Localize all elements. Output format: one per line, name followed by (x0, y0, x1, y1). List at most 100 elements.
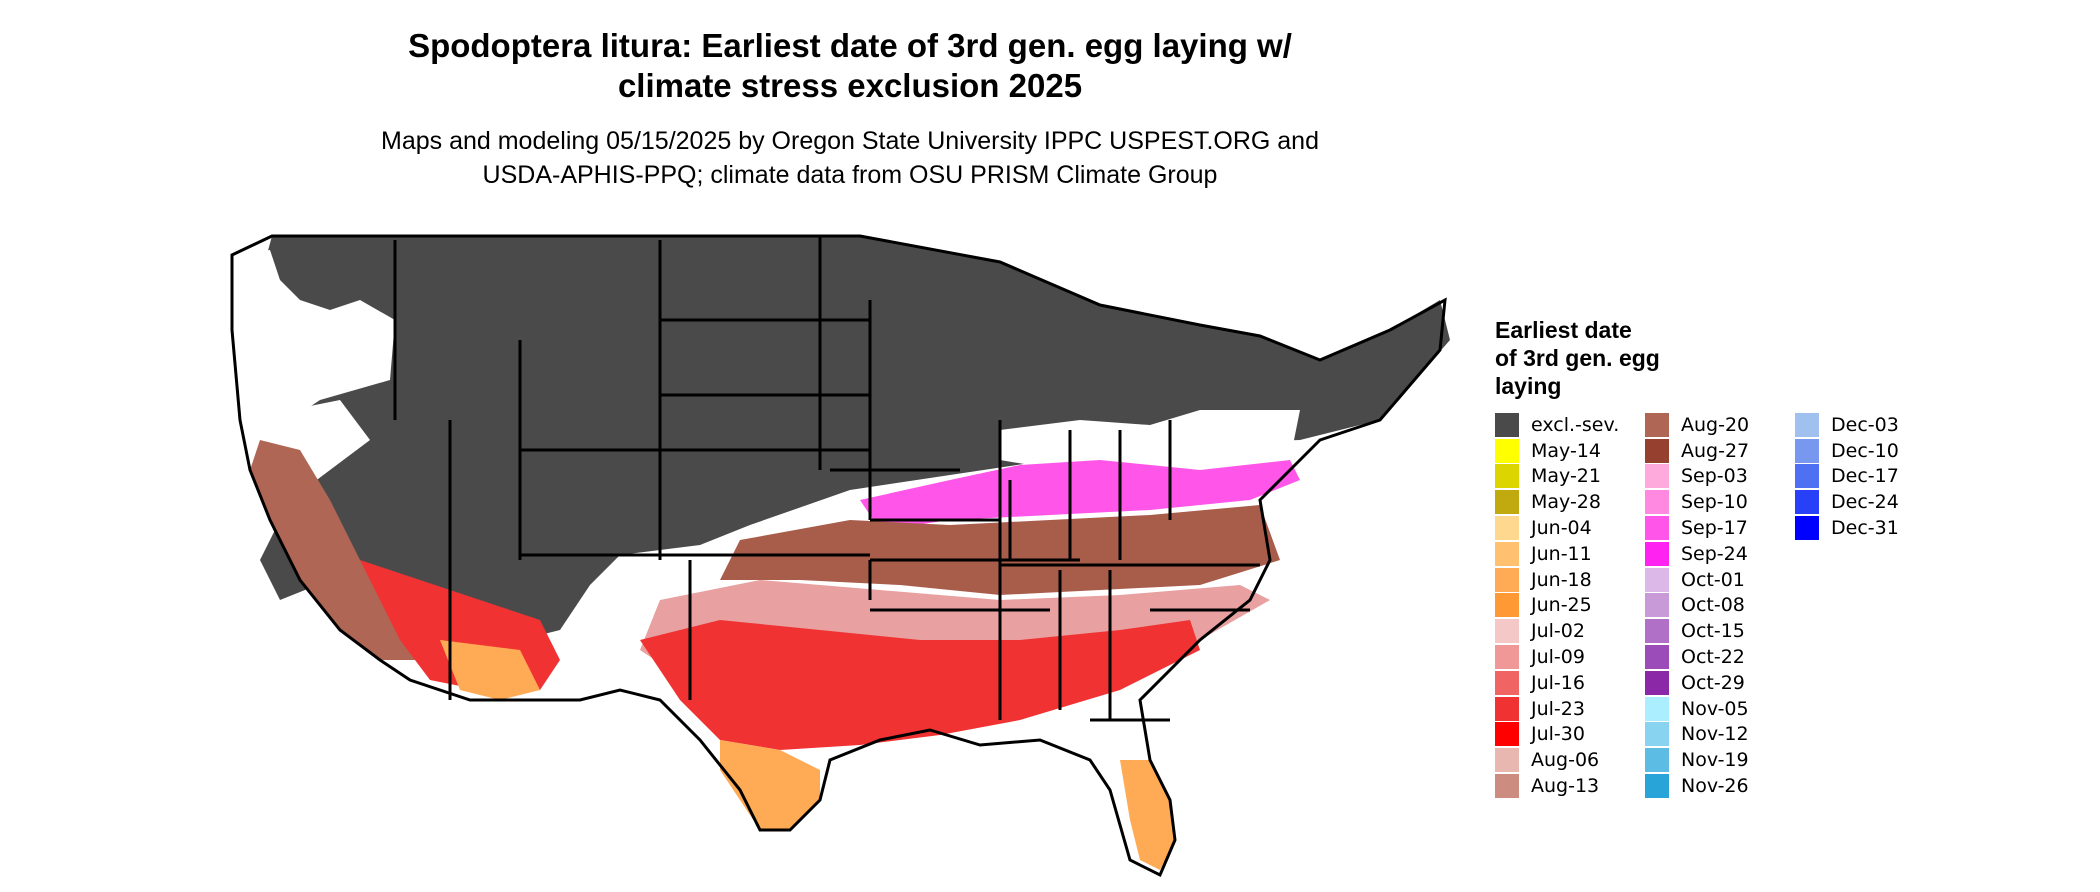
legend-swatch (1645, 670, 1669, 695)
legend-label: Oct-15 (1681, 620, 1745, 643)
legend-swatch (1495, 748, 1519, 773)
legend-label: Oct-08 (1681, 594, 1745, 617)
map-title-line-1: Spodoptera litura: Earliest date of 3rd … (408, 27, 1292, 64)
legend-swatch (1795, 412, 1819, 437)
legend-item: Dec-17 (1795, 464, 1935, 490)
legend-label: Aug-13 (1531, 775, 1600, 798)
legend-label: May-14 (1531, 439, 1601, 462)
legend-column-1: excl.-sev. May-14 May-21 May-28 Jun-04 Jun-11… (1495, 412, 1645, 799)
legend-label: Dec-24 (1831, 491, 1899, 514)
legend-label: Oct-01 (1681, 568, 1745, 591)
legend-item: May-28 (1495, 489, 1645, 515)
legend-column-3: Dec-03 Dec-10 Dec-17 Dec-24 Dec-31 (1795, 412, 1935, 799)
legend-label: Sep-10 (1681, 491, 1748, 514)
legend-label: Jul-23 (1531, 697, 1585, 720)
map-california-region (250, 440, 420, 660)
legend-label: excl.-sev. (1531, 413, 1620, 436)
legend-label: Dec-17 (1831, 465, 1899, 488)
legend-item: Nov-19 (1645, 747, 1795, 773)
legend-swatch (1645, 593, 1669, 618)
legend-swatch (1645, 567, 1669, 592)
legend-label: Dec-03 (1831, 413, 1899, 436)
legend-label: Jun-11 (1531, 542, 1592, 565)
legend-item: Oct-22 (1645, 644, 1795, 670)
map-subtitle-line-1: Maps and modeling 05/15/2025 by Oregon S… (381, 127, 1319, 155)
legend-swatch (1495, 438, 1519, 463)
legend-swatch (1495, 645, 1519, 670)
legend-item: Jul-09 (1495, 644, 1645, 670)
legend-swatch (1645, 619, 1669, 644)
legend-item: Aug-27 (1645, 438, 1795, 464)
legend-label: Jun-18 (1531, 568, 1592, 591)
legend-label: May-28 (1531, 491, 1601, 514)
legend-swatch (1645, 722, 1669, 747)
legend-label: Dec-10 (1831, 439, 1899, 462)
legend-label: Jul-02 (1531, 620, 1585, 643)
legend-swatch (1795, 438, 1819, 463)
legend-swatch (1645, 464, 1669, 489)
map-excluded-region (250, 236, 1450, 640)
legend-column-2: Aug-20 Aug-27 Sep-03 Sep-10 Sep-17 Sep-24 Oct-… (1645, 412, 1795, 799)
state-borders (230, 234, 1447, 878)
legend-label: Nov-12 (1681, 723, 1749, 746)
legend-item: Jul-23 (1495, 696, 1645, 722)
map-white-midwest (1000, 410, 1300, 470)
map-title: Spodoptera litura: Earliest date of 3rd … (300, 26, 1400, 106)
legend-swatch (1645, 490, 1669, 515)
legend-item: Oct-15 (1645, 618, 1795, 644)
map-title-line-2: climate stress exclusion 2025 (617, 67, 1083, 104)
legend-swatch (1645, 645, 1669, 670)
legend-label: Jun-25 (1531, 594, 1592, 617)
legend-label: Jul-30 (1531, 723, 1585, 746)
legend-item: Oct-01 (1645, 567, 1795, 593)
legend-item: Aug-06 (1495, 747, 1645, 773)
legend-item: Dec-24 (1795, 489, 1935, 515)
legend: Earliest date of 3rd gen. egg laying exc… (1495, 316, 1935, 799)
legend-item: Dec-10 (1795, 438, 1935, 464)
legend-item: Jun-18 (1495, 567, 1645, 593)
legend-item: Dec-31 (1795, 515, 1935, 541)
legend-label: Nov-19 (1681, 749, 1749, 772)
map-subtitle-line-2: USDA-APHIS-PPQ; climate data from OSU PR… (482, 161, 1218, 189)
legend-item: Aug-13 (1495, 773, 1645, 799)
legend-swatch (1645, 412, 1669, 437)
legend-label: May-21 (1531, 465, 1601, 488)
legend-swatch (1645, 696, 1669, 721)
legend-item: May-14 (1495, 438, 1645, 464)
legend-swatch (1495, 567, 1519, 592)
legend-title: Earliest date of 3rd gen. egg laying (1495, 317, 1660, 399)
legend-label: Jul-09 (1531, 646, 1585, 669)
legend-label: Sep-03 (1681, 465, 1748, 488)
legend-item: Nov-26 (1645, 773, 1795, 799)
legend-swatch (1495, 696, 1519, 721)
legend-label: Aug-20 (1681, 413, 1750, 436)
legend-item: Dec-03 (1795, 412, 1935, 438)
legend-label: Oct-22 (1681, 646, 1745, 669)
legend-item: Nov-12 (1645, 722, 1795, 748)
legend-item: Oct-29 (1645, 670, 1795, 696)
legend-swatch (1495, 619, 1519, 644)
map-magenta-band (860, 460, 1300, 530)
legend-label: Sep-17 (1681, 517, 1748, 540)
legend-swatch (1795, 490, 1819, 515)
map-arizona-orange (440, 640, 540, 700)
legend-swatch (1495, 541, 1519, 566)
legend-swatch (1645, 748, 1669, 773)
legend-item: Oct-08 (1645, 593, 1795, 619)
map-subtitle: Maps and modeling 05/15/2025 by Oregon S… (250, 124, 1450, 192)
legend-columns: excl.-sev. May-14 May-21 May-28 Jun-04 Jun-11… (1495, 412, 1935, 799)
legend-item: Aug-20 (1645, 412, 1795, 438)
legend-swatch (1795, 464, 1819, 489)
legend-label: Nov-26 (1681, 775, 1749, 798)
legend-item: Sep-03 (1645, 464, 1795, 490)
map-texas-orange (720, 740, 820, 830)
legend-item: Jun-11 (1495, 541, 1645, 567)
map-white-northwest (232, 250, 395, 420)
legend-swatch (1495, 722, 1519, 747)
legend-label: Nov-05 (1681, 697, 1749, 720)
legend-swatch (1795, 516, 1819, 541)
legend-item: Nov-05 (1645, 696, 1795, 722)
legend-item: Jun-04 (1495, 515, 1645, 541)
legend-swatch (1495, 670, 1519, 695)
